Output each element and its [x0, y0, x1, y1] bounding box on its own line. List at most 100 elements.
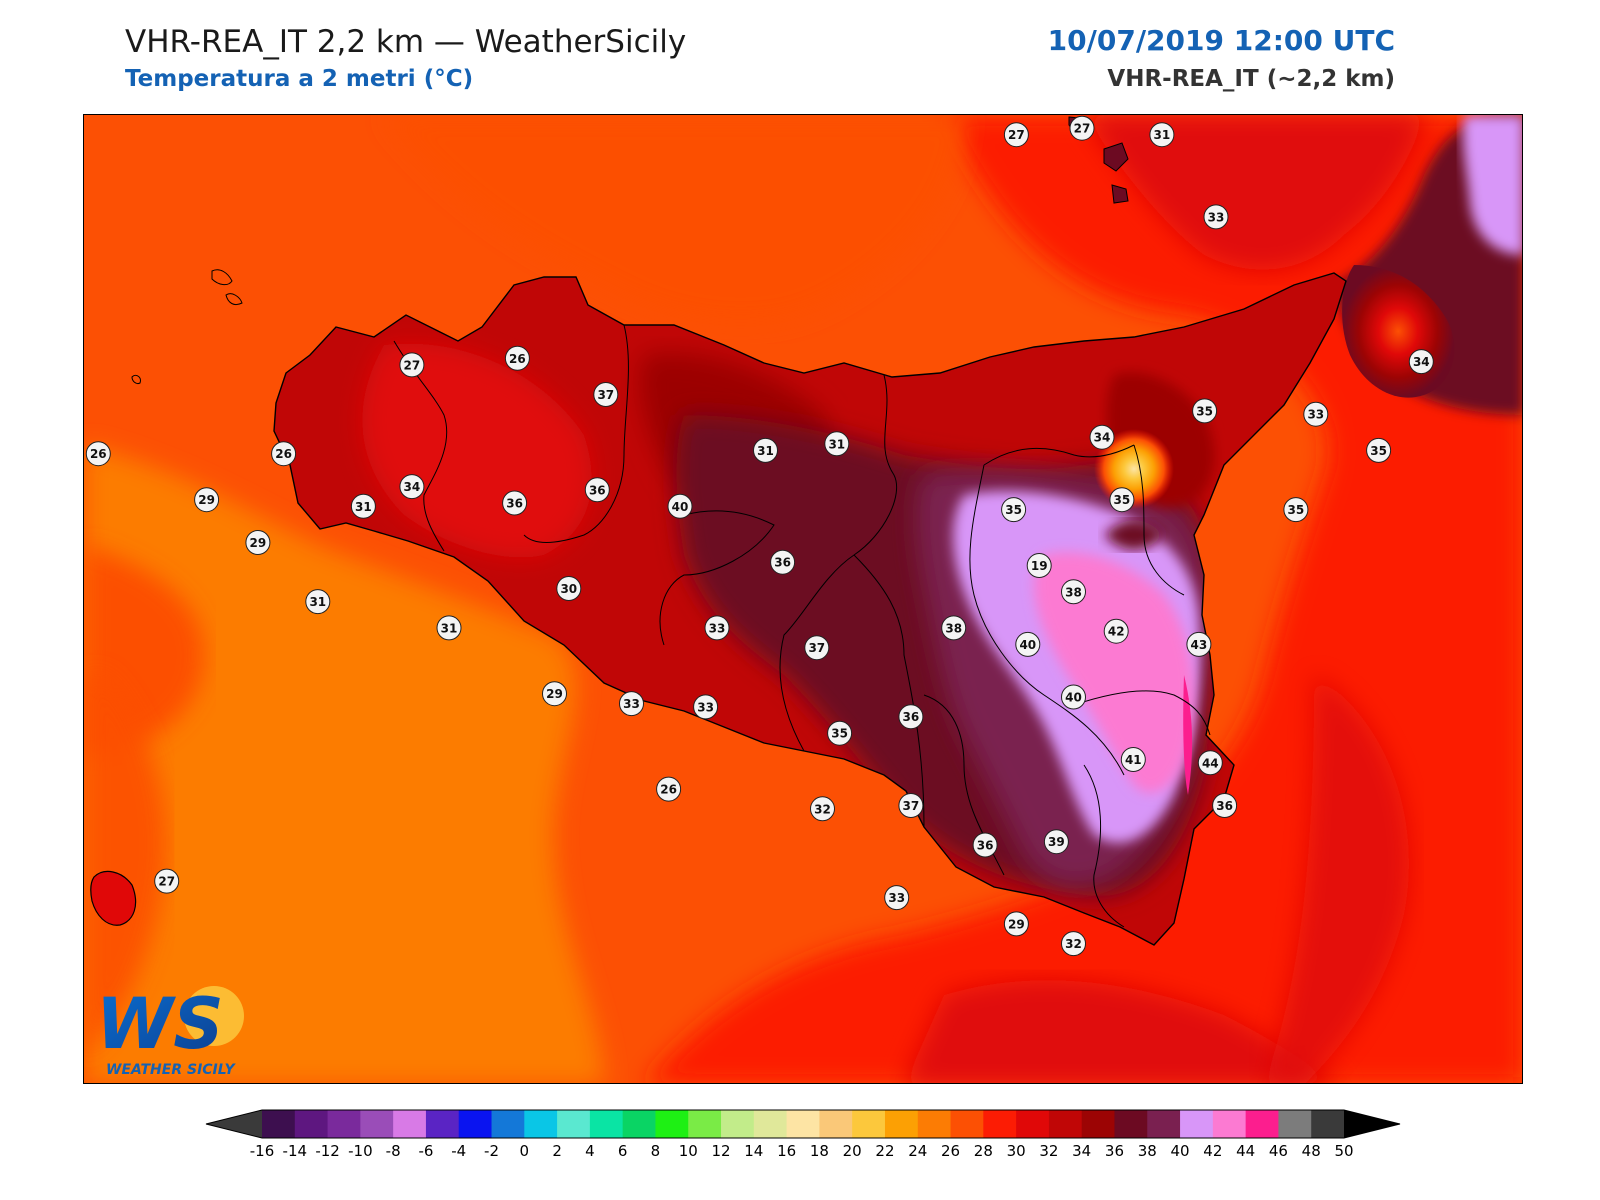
station-value: 35: [1114, 493, 1131, 507]
station-marker[interactable]: 31: [1149, 122, 1175, 148]
station-marker[interactable]: 31: [350, 493, 376, 519]
station-value: 27: [158, 875, 175, 889]
station-marker[interactable]: 44: [1197, 750, 1223, 776]
station-marker[interactable]: 35: [1109, 487, 1135, 513]
colorbar-bin: [983, 1110, 1017, 1138]
station-marker[interactable]: 40: [667, 493, 693, 519]
station-marker[interactable]: 40: [1015, 631, 1041, 657]
station-marker[interactable]: 34: [1408, 349, 1434, 375]
station-marker[interactable]: 33: [619, 691, 644, 717]
station-value: 26: [509, 352, 526, 366]
station-marker[interactable]: 35: [1192, 398, 1218, 424]
station-marker[interactable]: 27: [1069, 115, 1095, 141]
station-marker[interactable]: 42: [1103, 618, 1129, 644]
colorbar-bin: [491, 1110, 525, 1138]
station-marker[interactable]: 35: [827, 720, 853, 746]
colorbar-bin: [950, 1110, 984, 1138]
station-marker[interactable]: 27: [154, 868, 180, 894]
station-marker[interactable]: 37: [898, 793, 924, 818]
station-value: 44: [1202, 756, 1219, 770]
station-value: 29: [198, 493, 215, 507]
station-marker[interactable]: 29: [194, 487, 220, 513]
station-marker[interactable]: 41: [1120, 747, 1146, 772]
colorbar-bin: [557, 1110, 591, 1138]
station-marker[interactable]: 39: [1043, 829, 1069, 855]
station-marker[interactable]: 26: [504, 345, 530, 371]
colorbar-tick-label: 26: [941, 1142, 960, 1160]
station-marker[interactable]: 36: [972, 832, 998, 858]
colorbar-bin: [589, 1110, 624, 1138]
station-marker[interactable]: 35: [1366, 437, 1392, 463]
station-marker[interactable]: 31: [305, 589, 331, 615]
station-marker[interactable]: 26: [656, 776, 682, 802]
colorbar-tick-label: 24: [908, 1142, 927, 1160]
valid-datetime: 10/07/2019 12:00 UTC: [1047, 24, 1395, 57]
station-marker[interactable]: 29: [542, 681, 567, 707]
colorbar-bin: [786, 1110, 820, 1138]
colorbar-tick-label: 16: [777, 1142, 796, 1160]
station-marker[interactable]: 38: [1061, 579, 1086, 605]
colorbar-tick-label: -16: [250, 1142, 275, 1160]
station-marker[interactable]: 36: [770, 549, 796, 575]
station-marker[interactable]: 33: [1203, 204, 1229, 230]
station-value: 36: [589, 483, 606, 497]
station-marker[interactable]: 37: [593, 382, 619, 407]
station-marker[interactable]: 35: [1283, 497, 1309, 523]
temperature-map[interactable]: 27 27 31 33 26 27 37 34 35 33 34 35 26 26 29 34 31 31 36 36…: [83, 114, 1523, 1084]
station-marker[interactable]: 43: [1186, 631, 1212, 657]
map-title: VHR-REA_IT 2,2 km — WeatherSicily: [125, 24, 687, 60]
station-marker[interactable]: 36: [898, 704, 924, 730]
colorbar-tick-label: 44: [1236, 1142, 1255, 1160]
station-marker[interactable]: 34: [399, 474, 425, 500]
colorbar-tick-label: 40: [1171, 1142, 1190, 1160]
station-marker[interactable]: 32: [1061, 931, 1086, 957]
station-value: 34: [404, 480, 421, 494]
colorbar-tick-label: -12: [315, 1142, 340, 1160]
station-marker[interactable]: 29: [245, 530, 271, 555]
station-marker[interactable]: 26: [271, 441, 297, 467]
station-marker[interactable]: 27: [1003, 122, 1029, 148]
colorbar-bin: [753, 1110, 788, 1138]
station-value: 36: [977, 839, 994, 853]
station-value: 30: [560, 582, 577, 596]
station-marker[interactable]: 26: [85, 441, 111, 467]
station-marker[interactable]: 40: [1061, 684, 1086, 710]
colorbar-bin: [1278, 1110, 1312, 1138]
station-marker[interactable]: 33: [704, 615, 730, 641]
station-marker[interactable]: 36: [1212, 793, 1238, 818]
station-marker[interactable]: 36: [584, 477, 610, 503]
station-marker[interactable]: 31: [824, 431, 850, 457]
station-value: 40: [672, 500, 689, 514]
colorbar-tick-label: 6: [618, 1142, 628, 1160]
station-value: 29: [250, 536, 267, 550]
station-marker[interactable]: 19: [1026, 553, 1052, 578]
station-marker[interactable]: 31: [436, 615, 462, 641]
station-marker[interactable]: 32: [810, 796, 835, 822]
station-marker[interactable]: 27: [399, 352, 425, 378]
model-label: VHR-REA_IT (~2,2 km): [1107, 66, 1395, 92]
station-marker[interactable]: 33: [1303, 401, 1329, 427]
colorbar-under-arrow: [206, 1110, 262, 1138]
colorbar-bin: [393, 1110, 427, 1138]
station-value: 37: [903, 799, 920, 813]
station-value: 33: [697, 700, 714, 714]
station-marker[interactable]: 38: [941, 615, 967, 641]
colorbar-tick-label: 8: [651, 1142, 661, 1160]
station-marker[interactable]: 29: [1003, 911, 1029, 937]
colorbar-bin: [1114, 1110, 1148, 1138]
station-marker[interactable]: 35: [1001, 497, 1027, 523]
station-marker[interactable]: 31: [753, 437, 778, 463]
station-value: 40: [1019, 638, 1036, 652]
station-marker[interactable]: 33: [884, 885, 910, 911]
station-value: 26: [660, 783, 677, 797]
station-marker[interactable]: 30: [556, 576, 582, 601]
station-value: 34: [1094, 431, 1111, 445]
colorbar-tick-label: -6: [418, 1142, 433, 1160]
station-value: 35: [1288, 503, 1305, 517]
station-marker[interactable]: 33: [693, 694, 719, 720]
station-marker[interactable]: 37: [804, 635, 830, 661]
colorbar-bin: [1016, 1110, 1050, 1138]
station-marker[interactable]: 34: [1089, 424, 1115, 450]
station-marker[interactable]: 36: [502, 490, 528, 516]
logo-letters: WS: [96, 983, 224, 1065]
